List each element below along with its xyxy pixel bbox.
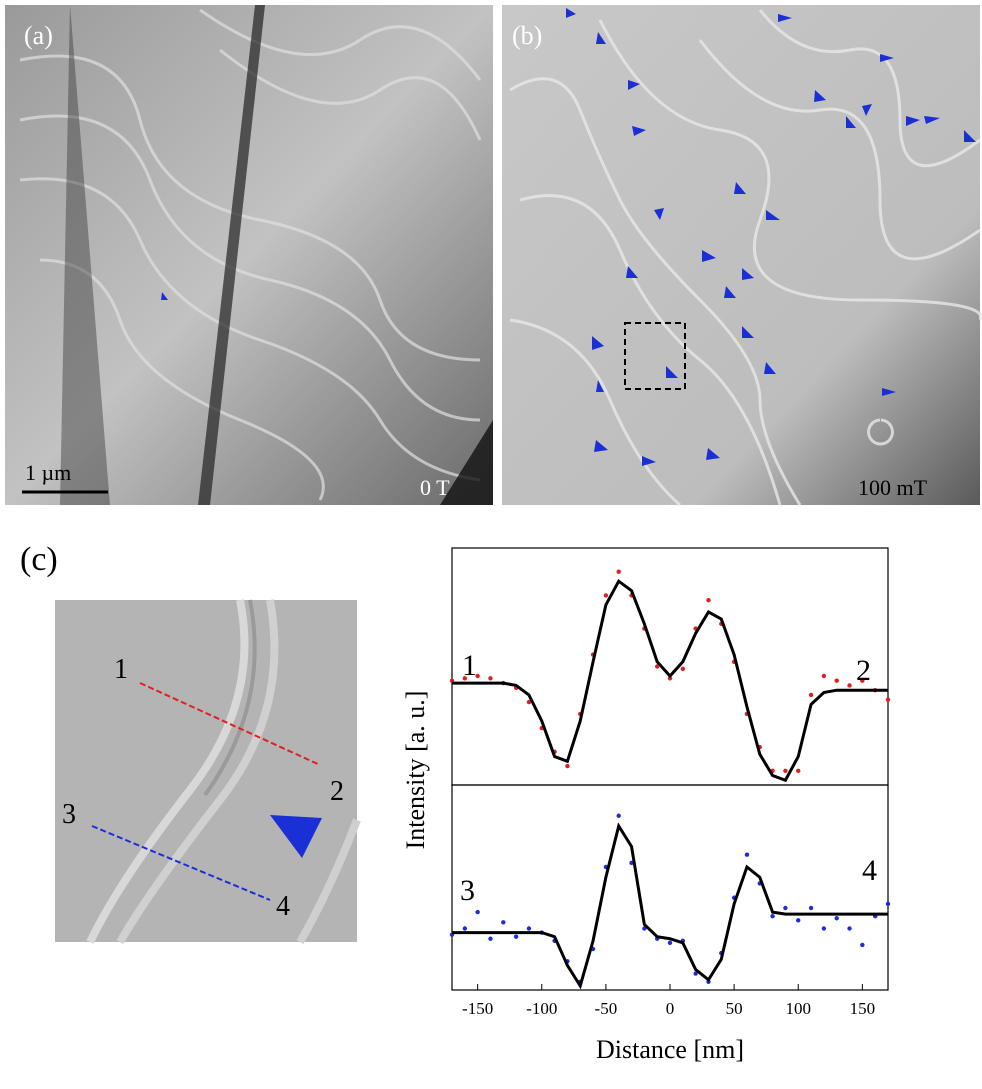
x-tick-label: -150 — [462, 999, 493, 1018]
data-point — [796, 918, 801, 923]
curve-label: 3 — [460, 874, 475, 907]
data-point — [462, 926, 468, 931]
plot-frame — [451, 547, 889, 786]
x-tick-label: 150 — [850, 999, 876, 1018]
data-point — [462, 676, 468, 681]
field-label: 0 T — [420, 475, 450, 500]
x-tick-label: 50 — [726, 999, 743, 1018]
data-point — [821, 926, 827, 931]
data-point — [885, 901, 891, 907]
panel-label: (a) — [24, 21, 53, 50]
data-point — [847, 926, 852, 931]
data-point — [475, 673, 480, 679]
data-point — [744, 852, 750, 857]
data-point — [565, 763, 570, 769]
x-tick-label: 100 — [785, 999, 811, 1018]
micrograph-b — [502, 5, 982, 507]
fit-line — [452, 578, 888, 783]
data-point — [783, 768, 788, 773]
line-marker: 4 — [276, 891, 290, 922]
data-point — [706, 597, 711, 603]
data-point — [488, 936, 493, 941]
y-axis-label: Intensity [a. u.] — [401, 691, 430, 850]
curve-label: 2 — [856, 654, 871, 687]
data-point — [860, 678, 865, 683]
scale-bar-label: 1 µm — [25, 460, 71, 485]
data-point — [616, 569, 621, 574]
data-point — [770, 914, 775, 919]
data-point — [783, 905, 788, 911]
data-point — [796, 768, 801, 773]
micrograph-a — [5, 5, 493, 505]
data-point — [885, 697, 891, 702]
inset-image — [55, 599, 361, 944]
plot-frame — [451, 784, 889, 991]
data-point — [488, 676, 493, 681]
data-point — [693, 971, 698, 976]
data-point — [513, 934, 519, 939]
data-point — [667, 676, 673, 681]
data-point — [616, 813, 621, 818]
x-tick-label: 0 — [666, 999, 675, 1018]
data-point — [680, 666, 686, 672]
fit-line — [452, 822, 888, 990]
panel-label: (c) — [20, 541, 58, 578]
data-point — [834, 916, 839, 921]
data-point — [808, 905, 814, 911]
data-point — [526, 926, 532, 931]
data-point — [834, 678, 839, 683]
line-marker: 1 — [114, 654, 128, 685]
line-marker: 2 — [330, 776, 344, 807]
x-tick-label: -100 — [526, 999, 557, 1018]
panel-label: (b) — [512, 21, 542, 50]
curve-label: 1 — [462, 649, 477, 682]
profile-plots: 1 2 Intensity [a. u.] 3 4 -150 -100 -50 0 50 100 15… — [401, 547, 891, 1064]
data-point — [654, 664, 660, 669]
data-point — [603, 593, 609, 598]
data-point — [526, 699, 532, 705]
field-label: 100 mT — [858, 475, 928, 500]
line-marker: 3 — [62, 799, 76, 830]
data-point — [821, 673, 827, 679]
data-point — [501, 920, 506, 925]
data-point — [860, 942, 865, 948]
data-point — [667, 940, 673, 946]
curve-label: 4 — [862, 854, 877, 887]
data-point — [847, 683, 852, 688]
data-point — [808, 692, 814, 698]
x-axis-label: Distance [nm] — [596, 1035, 744, 1064]
data-point — [475, 909, 480, 915]
x-tick-label: -50 — [595, 999, 618, 1018]
